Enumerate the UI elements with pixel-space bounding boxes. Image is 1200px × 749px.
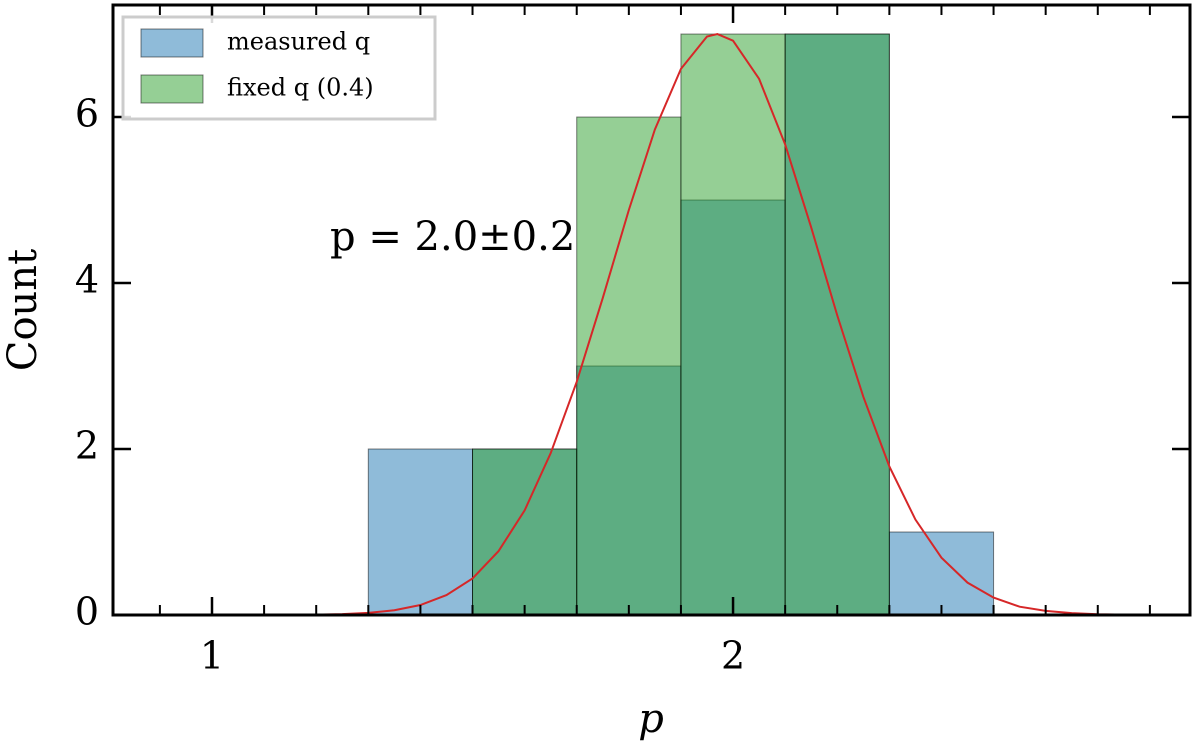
- y-tick-label: 2: [75, 424, 99, 468]
- bar: [576, 116, 682, 616]
- y-tick-label: 4: [75, 258, 99, 302]
- legend-label: measured q: [227, 28, 370, 56]
- annotation: p = 2.0±0.2: [330, 214, 575, 260]
- bar: [784, 33, 890, 616]
- x-tick-label: 1: [200, 634, 224, 678]
- y-axis-label: Count: [0, 249, 46, 371]
- legend-swatch: [140, 74, 204, 104]
- bar: [680, 33, 786, 616]
- fit-curve: [316, 32, 1150, 616]
- y-tick-label: 6: [75, 92, 99, 136]
- legend-label: fixed q (0.4): [227, 74, 374, 102]
- x-tick-label: 2: [721, 634, 745, 678]
- bar: [367, 448, 474, 616]
- x-axis-label: p: [638, 696, 664, 742]
- bar: [888, 531, 995, 616]
- y-tick-label: 0: [75, 590, 99, 634]
- legend-swatch: [140, 28, 204, 58]
- plot-frame: [111, 3, 1192, 617]
- bar: [472, 448, 578, 616]
